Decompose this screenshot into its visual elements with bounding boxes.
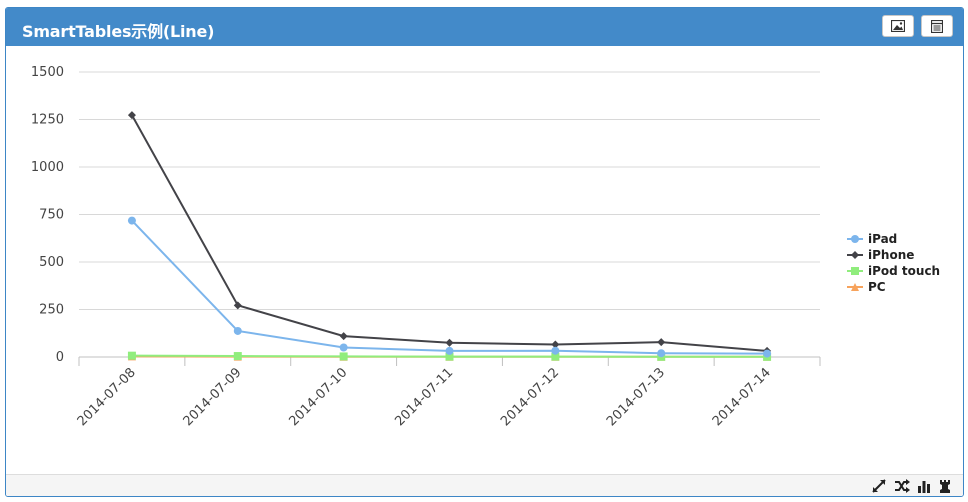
y-tick-label: 250 [39, 303, 64, 318]
x-tick-label: 2014-07-09 [181, 365, 245, 429]
table-icon [931, 19, 943, 33]
panel-title: SmartTables示例(Line) [22, 22, 215, 41]
data-point-ipod-touch[interactable] [233, 352, 242, 361]
data-point-ipad[interactable] [445, 346, 454, 355]
data-point-ipod-touch[interactable] [127, 351, 136, 360]
x-tick-label: 2014-07-11 [392, 365, 456, 429]
data-point-ipad[interactable] [657, 349, 666, 358]
legend-label: iPhone [868, 248, 914, 262]
legend: iPad iPhone iPod touch PC [847, 232, 940, 294]
chart-panel: SmartTables示例(Line) 0 250 500 750 1000 1250 15… [5, 7, 964, 497]
data-point-ipad[interactable] [339, 343, 348, 352]
series-ipad [127, 216, 772, 358]
data-point-iphone[interactable] [233, 301, 242, 310]
rook-icon [940, 480, 950, 493]
panel-footer [6, 474, 963, 496]
x-tick-label: 2014-07-10 [286, 365, 350, 429]
data-point-ipod-touch[interactable] [551, 352, 560, 361]
data-point-iphone[interactable] [127, 111, 136, 120]
x-axis: 2014-07-08 2014-07-09 2014-07-10 2014-07-11… [75, 357, 821, 429]
y-axis: 0 250 500 750 1000 1250 1500 [31, 65, 64, 365]
x-tick-label: 2014-07-12 [498, 365, 562, 429]
shuffle-button[interactable] [894, 478, 910, 494]
legend-label: iPod touch [868, 264, 940, 278]
legend-label: PC [868, 280, 886, 294]
data-point-iphone[interactable] [551, 340, 560, 349]
y-tick-label: 1250 [31, 113, 64, 128]
data-point-iphone[interactable] [657, 338, 666, 347]
data-point-ipod-touch[interactable] [339, 352, 348, 361]
legend-marker[interactable] [851, 235, 859, 243]
series-group [127, 111, 772, 361]
legend-marker[interactable] [851, 251, 859, 259]
y-tick-label: 1500 [31, 65, 64, 80]
legend-marker[interactable] [851, 283, 859, 291]
data-point-ipod-touch[interactable] [445, 352, 454, 361]
expand-button[interactable] [871, 478, 887, 494]
rook-button[interactable] [937, 478, 953, 494]
data-point-ipad[interactable] [763, 349, 772, 358]
series-iphone [127, 111, 772, 355]
data-table-button[interactable] [921, 15, 953, 37]
legend-item-ipad[interactable]: iPad [847, 232, 897, 246]
expand-arrows-icon [872, 479, 886, 493]
legend-marker[interactable] [851, 267, 859, 275]
legend-item-pc[interactable]: PC [847, 280, 886, 294]
data-point-ipad[interactable] [233, 326, 242, 335]
data-point-iphone[interactable] [445, 338, 454, 347]
x-tick-label: 2014-07-13 [604, 365, 668, 429]
y-tick-label: 1000 [31, 160, 64, 175]
data-point-ipad[interactable] [127, 216, 136, 225]
grid-lines [79, 71, 820, 358]
legend-item-iphone[interactable]: iPhone [847, 248, 914, 262]
legend-item-ipod-touch[interactable]: iPod touch [847, 264, 940, 278]
x-tick-label: 2014-07-14 [710, 365, 774, 429]
image-icon [891, 20, 905, 32]
series-line-iphone [131, 114, 768, 352]
panel-header: SmartTables示例(Line) [6, 8, 963, 46]
bar-chart-icon [918, 481, 930, 493]
legend-label: iPad [868, 232, 897, 246]
data-point-ipad[interactable] [551, 346, 560, 355]
y-tick-label: 500 [39, 255, 64, 270]
x-tick-label: 2014-07-08 [75, 365, 139, 429]
y-tick-label: 750 [39, 208, 64, 223]
shuffle-icon [895, 479, 910, 493]
image-export-button[interactable] [882, 15, 914, 37]
y-tick-label: 0 [56, 350, 64, 365]
data-point-iphone[interactable] [339, 332, 348, 341]
bar-chart-button[interactable] [916, 478, 932, 494]
